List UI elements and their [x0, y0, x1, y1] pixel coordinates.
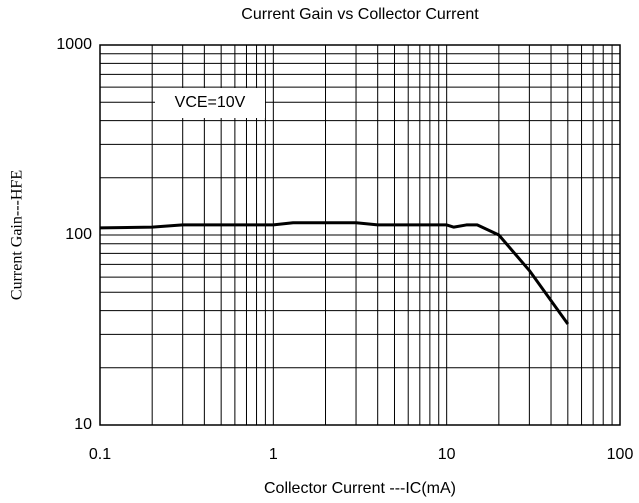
chart-title: Current Gain vs Collector Current — [241, 6, 479, 23]
y-tick-label: 100 — [65, 226, 92, 243]
plot-frame — [99, 44, 621, 426]
x-axis-label: Collector Current ---IC(mA) — [264, 480, 456, 497]
x-tick-label: 1 — [269, 446, 278, 463]
y-tick-label: 1000 — [56, 36, 92, 53]
y-axis-label: Current Gain---HFE — [9, 170, 26, 300]
x-tick-label: 10 — [438, 446, 456, 463]
annotation: VCE=10V — [175, 94, 246, 111]
y-tick-label: 10 — [74, 416, 92, 433]
x-tick-label: 100 — [607, 446, 634, 463]
data-line — [99, 221, 570, 325]
annotation-box — [155, 88, 265, 118]
x-tick-label: 0.1 — [89, 446, 111, 463]
